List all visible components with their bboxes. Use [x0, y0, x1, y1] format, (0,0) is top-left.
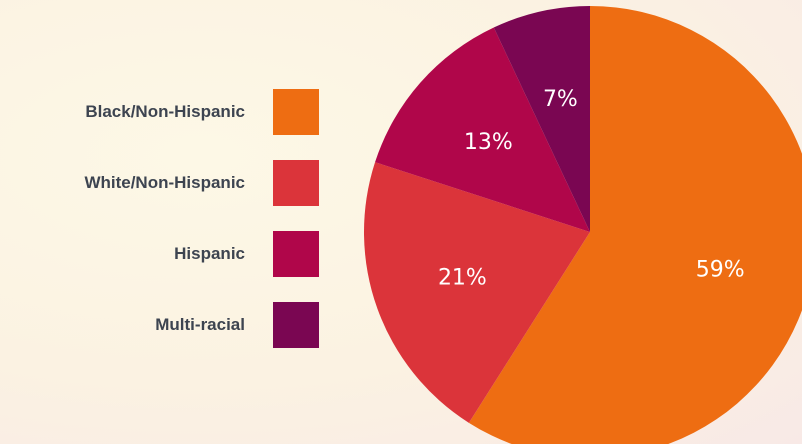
slice-label-multi-racial: 7% [543, 87, 578, 112]
pie-slice-white-non-hispanic [363, 162, 590, 423]
legend: Black/Non-Hispanic White/Non-Hispanic Hi… [0, 0, 330, 444]
legend-item-black-non-hispanic: Black/Non-Hispanic [0, 89, 320, 135]
legend-label: Multi-racial [155, 315, 245, 334]
pie-slice-black-non-hispanic [468, 6, 802, 444]
legend-swatch [273, 89, 319, 135]
legend-label: Hispanic [174, 244, 245, 263]
slice-label-white-non-hispanic: 21% [438, 265, 487, 290]
legend-label: Black/Non-Hispanic [85, 102, 245, 121]
legend-item-white-non-hispanic: White/Non-Hispanic [0, 160, 320, 206]
legend-swatch [273, 160, 319, 206]
legend-item-multi-racial: Multi-racial [0, 302, 320, 348]
pie-slice-multi-racial [493, 6, 590, 232]
slice-label-hispanic: 13% [464, 130, 513, 155]
legend-item-hispanic: Hispanic [0, 231, 320, 277]
legend-swatch [273, 302, 319, 348]
legend-label: White/Non-Hispanic [84, 173, 245, 192]
pie-slice-hispanic [375, 27, 590, 233]
legend-swatch [273, 231, 319, 277]
slice-label-black-non-hispanic: 59% [696, 257, 745, 282]
